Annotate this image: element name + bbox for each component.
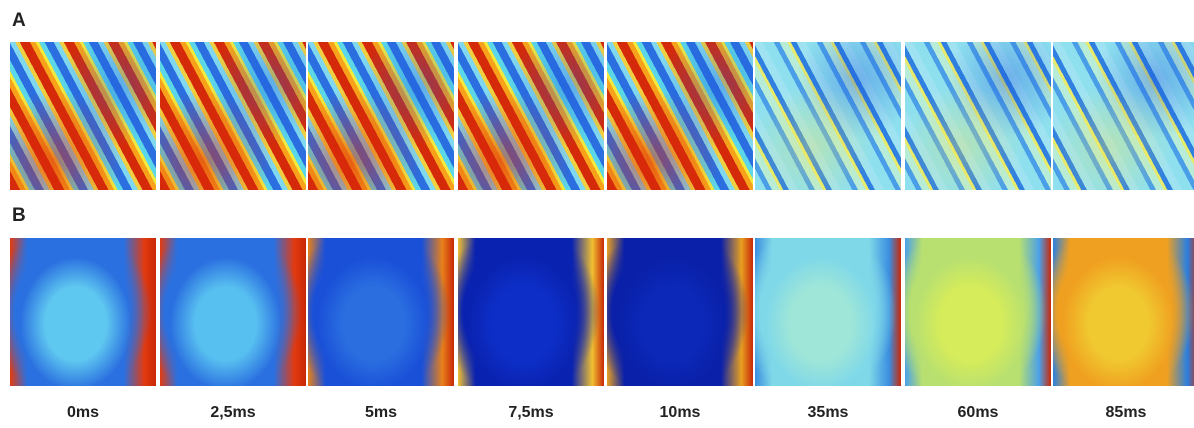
time-label: 10ms [659, 404, 701, 421]
image-panel [160, 238, 306, 386]
image-panel [458, 238, 604, 386]
image-panel [308, 238, 454, 386]
time-label: 60ms [957, 404, 999, 421]
image-panel [1053, 238, 1194, 386]
time-label: 85ms [1105, 404, 1147, 421]
image-panel [1053, 42, 1194, 190]
image-panel [755, 42, 901, 190]
image-panel [607, 42, 753, 190]
image-panel [308, 42, 454, 190]
time-label: 35ms [807, 404, 849, 421]
time-label: 7,5ms [508, 404, 554, 421]
image-panel [905, 238, 1051, 386]
row-label: A [12, 10, 26, 31]
image-panel [458, 42, 604, 190]
image-panel [607, 238, 753, 386]
time-label: 0ms [66, 404, 100, 421]
time-label: 5ms [364, 404, 398, 421]
image-panel [10, 42, 156, 190]
image-panel [10, 238, 156, 386]
image-panel [160, 42, 306, 190]
image-panel [755, 238, 901, 386]
time-label: 2,5ms [210, 404, 256, 421]
image-panel [905, 42, 1051, 190]
row-label: B [12, 205, 26, 226]
